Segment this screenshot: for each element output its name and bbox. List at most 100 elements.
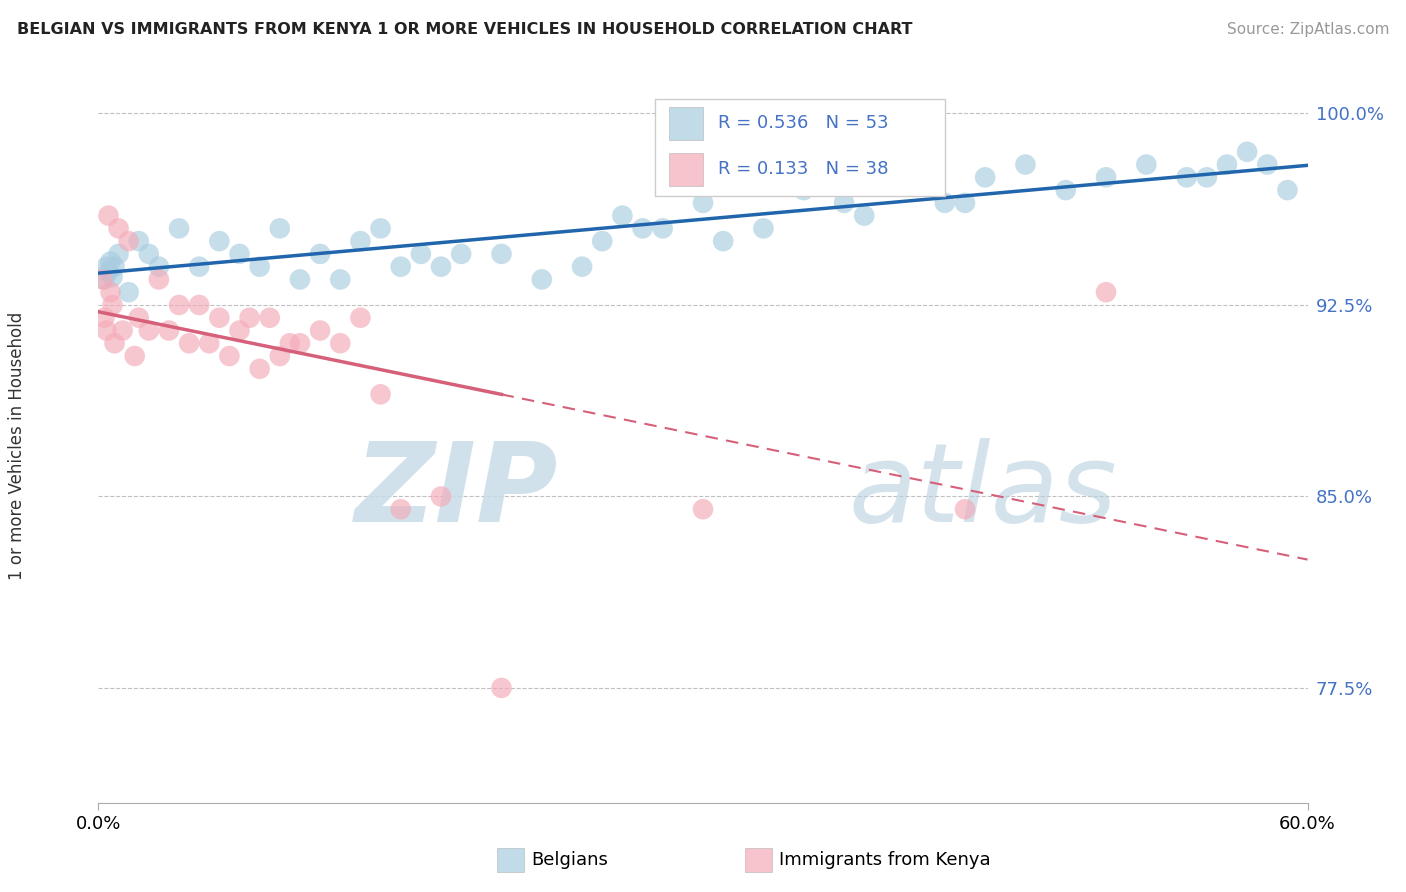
Point (832, 195, 855, 210)
Point (953, 502, 976, 516)
FancyBboxPatch shape (498, 848, 524, 871)
Point (218, 349, 240, 363)
Point (101, 298, 124, 312)
Point (1195, 170, 1218, 185)
Point (1236, 145, 1258, 159)
Point (309, 324, 332, 338)
Point (288, 272, 311, 286)
Point (1277, 183, 1299, 197)
Point (853, 209, 876, 223)
Text: R = 0.536   N = 53: R = 0.536 N = 53 (717, 114, 889, 132)
Point (692, 502, 714, 516)
Text: 1 or more Vehicles in Household: 1 or more Vehicles in Household (8, 312, 25, 580)
Point (1095, 285, 1118, 300)
Point (93, 310, 115, 325)
Point (370, 221, 392, 235)
FancyBboxPatch shape (745, 848, 772, 871)
Point (752, 221, 775, 235)
Point (1216, 157, 1239, 171)
Point (167, 298, 190, 312)
Point (124, 349, 146, 363)
Point (128, 234, 150, 248)
Point (96, 324, 118, 338)
Point (96, 260, 118, 274)
Point (631, 221, 654, 235)
Point (188, 298, 211, 312)
Point (148, 260, 170, 274)
Point (249, 260, 271, 274)
Point (111, 324, 134, 338)
Point (651, 221, 673, 235)
Point (228, 324, 250, 338)
Point (97, 209, 120, 223)
Point (278, 336, 301, 351)
Point (103, 260, 125, 274)
Point (389, 260, 412, 274)
Point (389, 502, 412, 516)
Point (692, 195, 714, 210)
Point (612, 209, 634, 223)
Point (1054, 183, 1077, 197)
Point (329, 272, 352, 286)
Point (974, 170, 997, 185)
Point (571, 260, 593, 274)
Point (107, 247, 129, 261)
Text: atlas: atlas (848, 438, 1116, 545)
Text: R = 0.133   N = 38: R = 0.133 N = 38 (717, 161, 889, 178)
Point (1135, 157, 1157, 171)
Point (157, 324, 180, 338)
Point (118, 234, 141, 248)
Point (430, 260, 453, 274)
Point (1014, 157, 1036, 171)
FancyBboxPatch shape (669, 106, 703, 140)
Point (591, 234, 613, 248)
Point (349, 310, 371, 325)
Point (167, 221, 190, 235)
Text: Source: ZipAtlas.com: Source: ZipAtlas.com (1226, 22, 1389, 37)
Point (329, 336, 352, 351)
Point (349, 234, 371, 248)
Point (953, 195, 976, 210)
Point (259, 310, 281, 325)
Point (450, 247, 472, 261)
Point (91, 272, 114, 286)
Point (97, 265, 120, 279)
Text: BELGIAN VS IMMIGRANTS FROM KENYA 1 OR MORE VEHICLES IN HOUSEHOLD CORRELATION CHA: BELGIAN VS IMMIGRANTS FROM KENYA 1 OR MO… (17, 22, 912, 37)
Point (309, 247, 332, 261)
Point (101, 269, 124, 284)
Text: Immigrants from Kenya: Immigrants from Kenya (779, 851, 991, 869)
Point (269, 349, 291, 363)
Point (138, 247, 160, 261)
Point (491, 247, 513, 261)
FancyBboxPatch shape (669, 153, 703, 186)
Point (138, 324, 160, 338)
Point (198, 336, 221, 351)
Point (793, 183, 815, 197)
Point (208, 234, 231, 248)
Point (107, 221, 129, 235)
Point (370, 387, 392, 401)
Point (893, 170, 915, 185)
Text: Belgians: Belgians (531, 851, 609, 869)
Point (934, 195, 956, 210)
Point (1175, 170, 1198, 185)
Point (100, 285, 122, 300)
Point (93, 272, 115, 286)
Point (430, 490, 453, 504)
Point (288, 336, 311, 351)
Point (239, 310, 262, 325)
Point (409, 247, 432, 261)
FancyBboxPatch shape (655, 99, 945, 195)
Point (1095, 170, 1118, 185)
Point (711, 234, 734, 248)
Point (103, 336, 125, 351)
Point (249, 361, 271, 376)
Point (188, 260, 211, 274)
Point (1256, 157, 1278, 171)
Point (179, 336, 201, 351)
Point (491, 681, 513, 695)
Point (128, 310, 150, 325)
Point (228, 247, 250, 261)
Point (530, 272, 553, 286)
Point (100, 254, 122, 268)
